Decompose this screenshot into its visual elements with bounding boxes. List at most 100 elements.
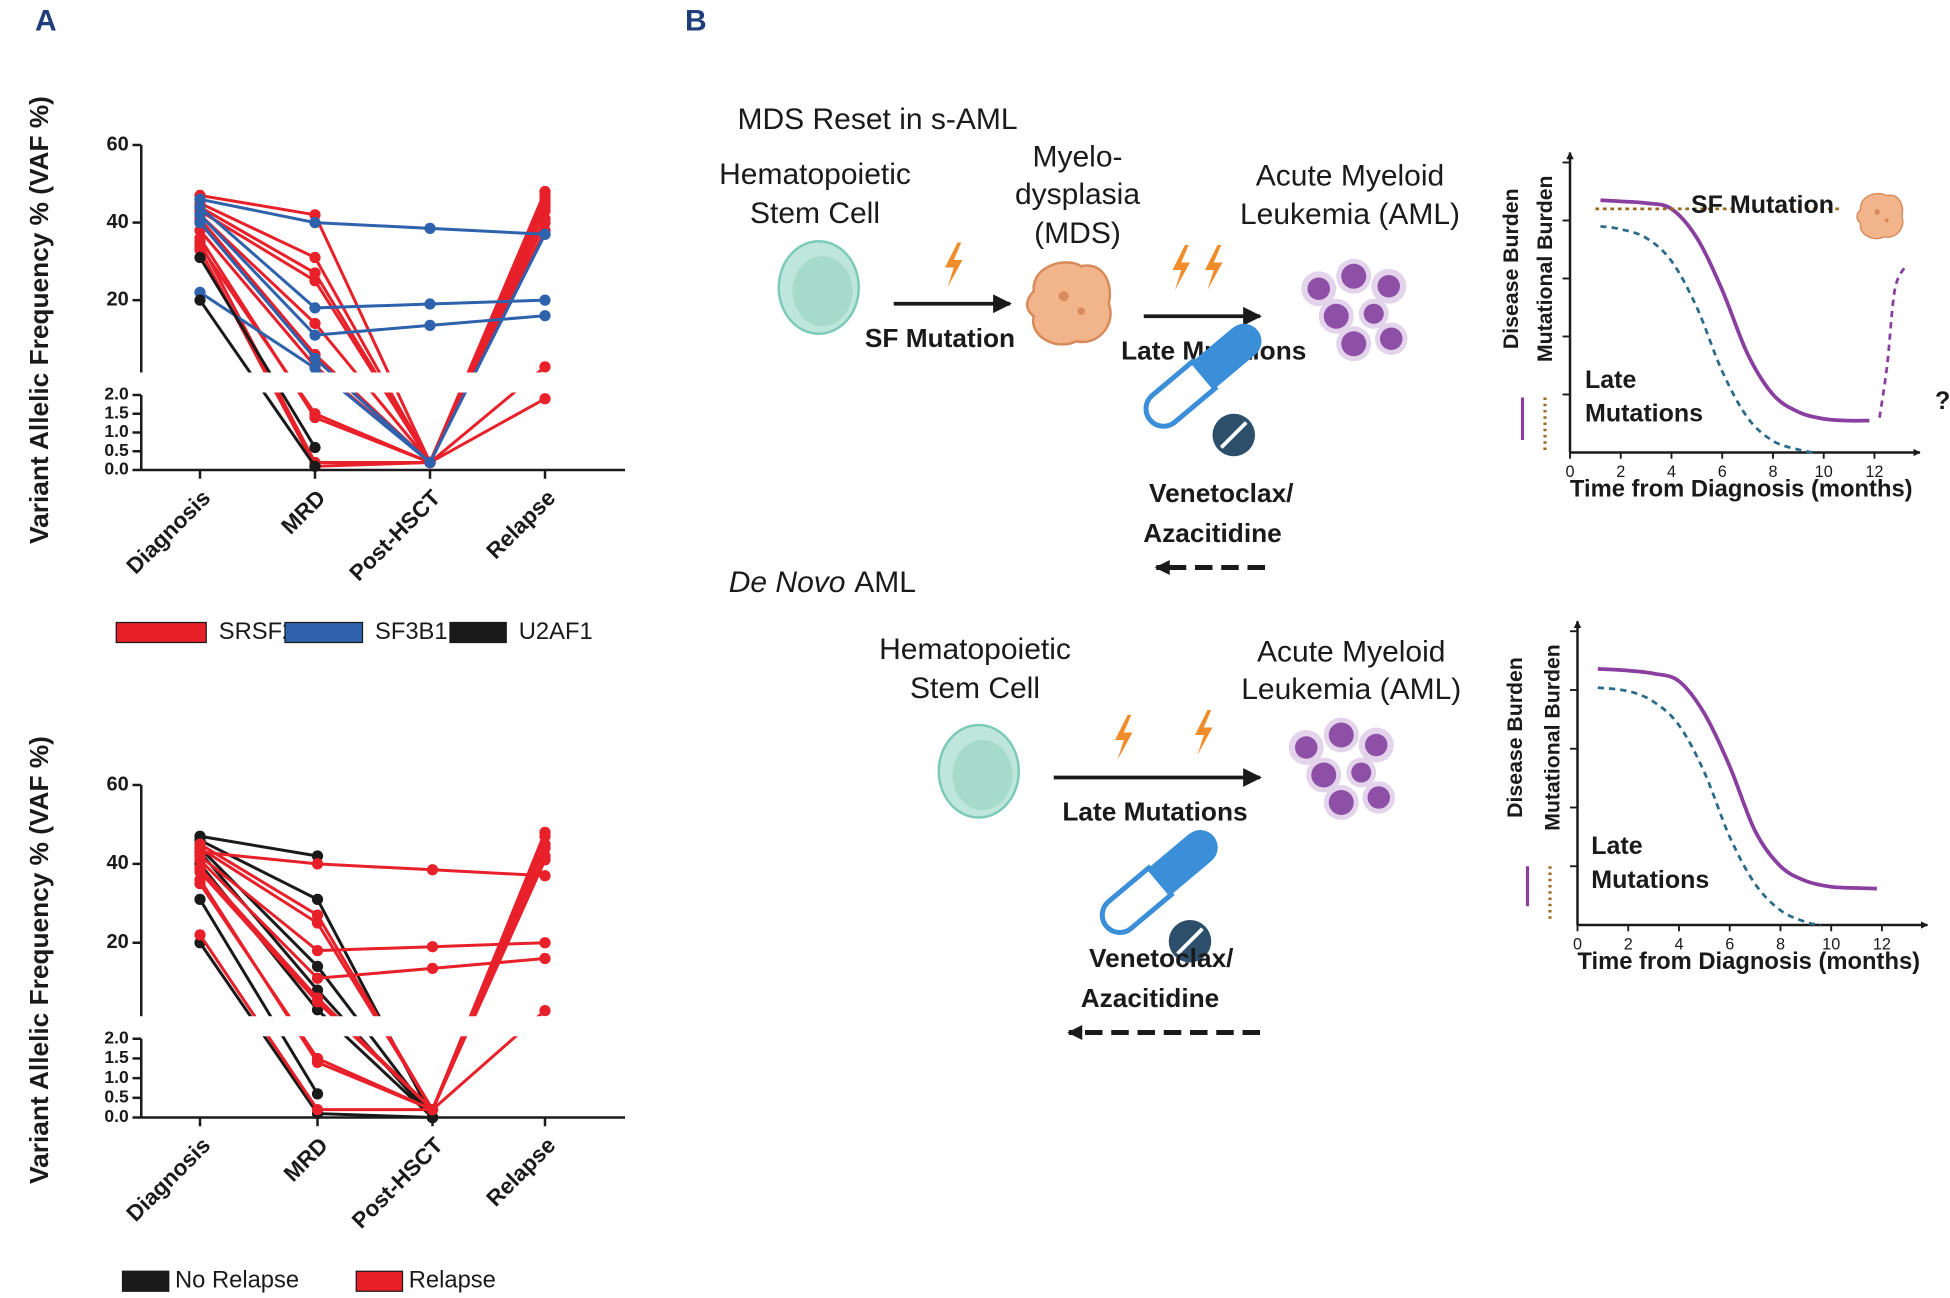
legend-swatch (355, 1270, 404, 1292)
plot (194, 826, 551, 1124)
data-point (539, 870, 551, 882)
y-tick-label: 40 (107, 852, 129, 874)
cell-label: Acute Myeloid (1257, 636, 1445, 669)
patient-line (199, 850, 546, 878)
data-point (194, 193, 206, 205)
patient-line (199, 834, 318, 858)
curve (1878, 266, 1907, 418)
drug-label: Azacitidine (1081, 983, 1220, 1013)
x-tick-label: 0 (1565, 463, 1574, 481)
legend-swatch (121, 1270, 170, 1292)
bolt (1205, 245, 1223, 290)
data-point (426, 962, 439, 975)
cell-label: Leukemia (AML) (1241, 673, 1461, 706)
y-axis-label: Disease Burden (1503, 657, 1527, 818)
drug-label: Azacitidine (1143, 518, 1282, 548)
curve (1597, 666, 1877, 891)
y-tick-label: 0.5 (104, 1086, 129, 1106)
y-tick-label: 60 (107, 773, 129, 795)
x-tick-label: 0 (1573, 935, 1582, 953)
data-point (194, 244, 206, 256)
data-point (311, 972, 324, 984)
patient-line (198, 249, 546, 468)
title-rest: AML (854, 566, 916, 599)
x-tick-label: 6 (1718, 463, 1727, 481)
y-tick-label: 2.0 (104, 1027, 129, 1047)
data-point (539, 1004, 551, 1017)
annotation: Mutations (1585, 400, 1703, 428)
curve (1600, 198, 1870, 423)
bolt (1115, 715, 1133, 760)
bolt (1195, 710, 1213, 755)
y-tick-label: 2.0 (104, 384, 129, 404)
data-point (194, 251, 206, 264)
data-point (424, 456, 436, 469)
axis-break (133, 372, 656, 393)
y-tick-label: 20 (107, 931, 129, 953)
x-tick-label: Post-HSCT (344, 485, 445, 586)
stem-cell (937, 723, 1020, 819)
cell-label: Acute Myeloid (1256, 159, 1444, 192)
curve (1597, 686, 1822, 927)
cell-label: Myelo- (1032, 141, 1122, 174)
arrow-label: SF Mutation (865, 323, 1015, 353)
y-tick-label: 1.5 (104, 402, 129, 422)
diagram-title: MDS Reset in s-AML (738, 103, 1018, 136)
data-point (194, 929, 206, 941)
patient-line (198, 858, 546, 980)
x-tick-label: 2 (1624, 935, 1633, 953)
data-point (309, 441, 321, 454)
data-point (311, 858, 324, 870)
data-point (194, 893, 206, 905)
y-axis-label: Variant Allelic Frequency % (VAF %) (24, 96, 54, 544)
data-point (311, 1088, 324, 1100)
cell-label: Stem Cell (750, 197, 880, 230)
data-point (311, 1004, 324, 1016)
data-point (311, 945, 324, 957)
x-tick-label: 12 (1865, 463, 1883, 481)
legend-label: No Relapse (175, 1267, 299, 1294)
x-tick-label: 10 (1822, 935, 1840, 953)
data-point (309, 362, 321, 374)
data-point (194, 209, 206, 221)
data-point (539, 361, 551, 373)
data-point (194, 201, 206, 213)
data-point (426, 864, 439, 876)
x-axis-label: Time from Diagnosis (months) (1577, 948, 1920, 975)
annotation: Mutations (1591, 866, 1709, 894)
data-point (424, 298, 436, 310)
data-point (309, 317, 321, 330)
y-tick-label: 0.5 (104, 440, 129, 460)
y-tick-label: 40 (107, 211, 129, 233)
aml-cells (1288, 717, 1395, 820)
y-axis-label: Mutational Burden (1533, 175, 1557, 362)
x-tick-label: Relapse (482, 485, 561, 564)
x-tick-label: 12 (1873, 935, 1891, 953)
curve (1600, 224, 1814, 454)
x-tick-label: 8 (1768, 463, 1777, 481)
annotation: Late (1585, 366, 1636, 394)
cell-label: Hematopoietic (719, 158, 911, 191)
x-tick-label: Post-HSCT (347, 1132, 448, 1233)
title-italic: De Novo (729, 566, 846, 599)
data-point (424, 319, 436, 332)
legend-label: SRSF2 (219, 618, 296, 645)
patient-line (198, 855, 547, 1113)
data-point (311, 1052, 324, 1065)
y-tick-label: 1.0 (104, 1067, 129, 1087)
patient-line (199, 854, 546, 953)
axis-clip (133, 747, 656, 783)
x-tick-label: 4 (1667, 463, 1676, 481)
cell-label: dysplasia (1015, 178, 1140, 211)
y-axis-label: Disease Burden (1499, 188, 1523, 349)
axis-break (133, 1016, 656, 1037)
data-point (539, 228, 551, 240)
patient-line (198, 221, 547, 465)
patient-line (198, 898, 319, 1095)
data-point (539, 393, 551, 405)
y-tick-label: 0.0 (104, 1106, 129, 1126)
annotation: ? (1935, 387, 1950, 415)
data-point (311, 917, 324, 929)
data-point (309, 302, 321, 314)
data-point (311, 893, 324, 905)
